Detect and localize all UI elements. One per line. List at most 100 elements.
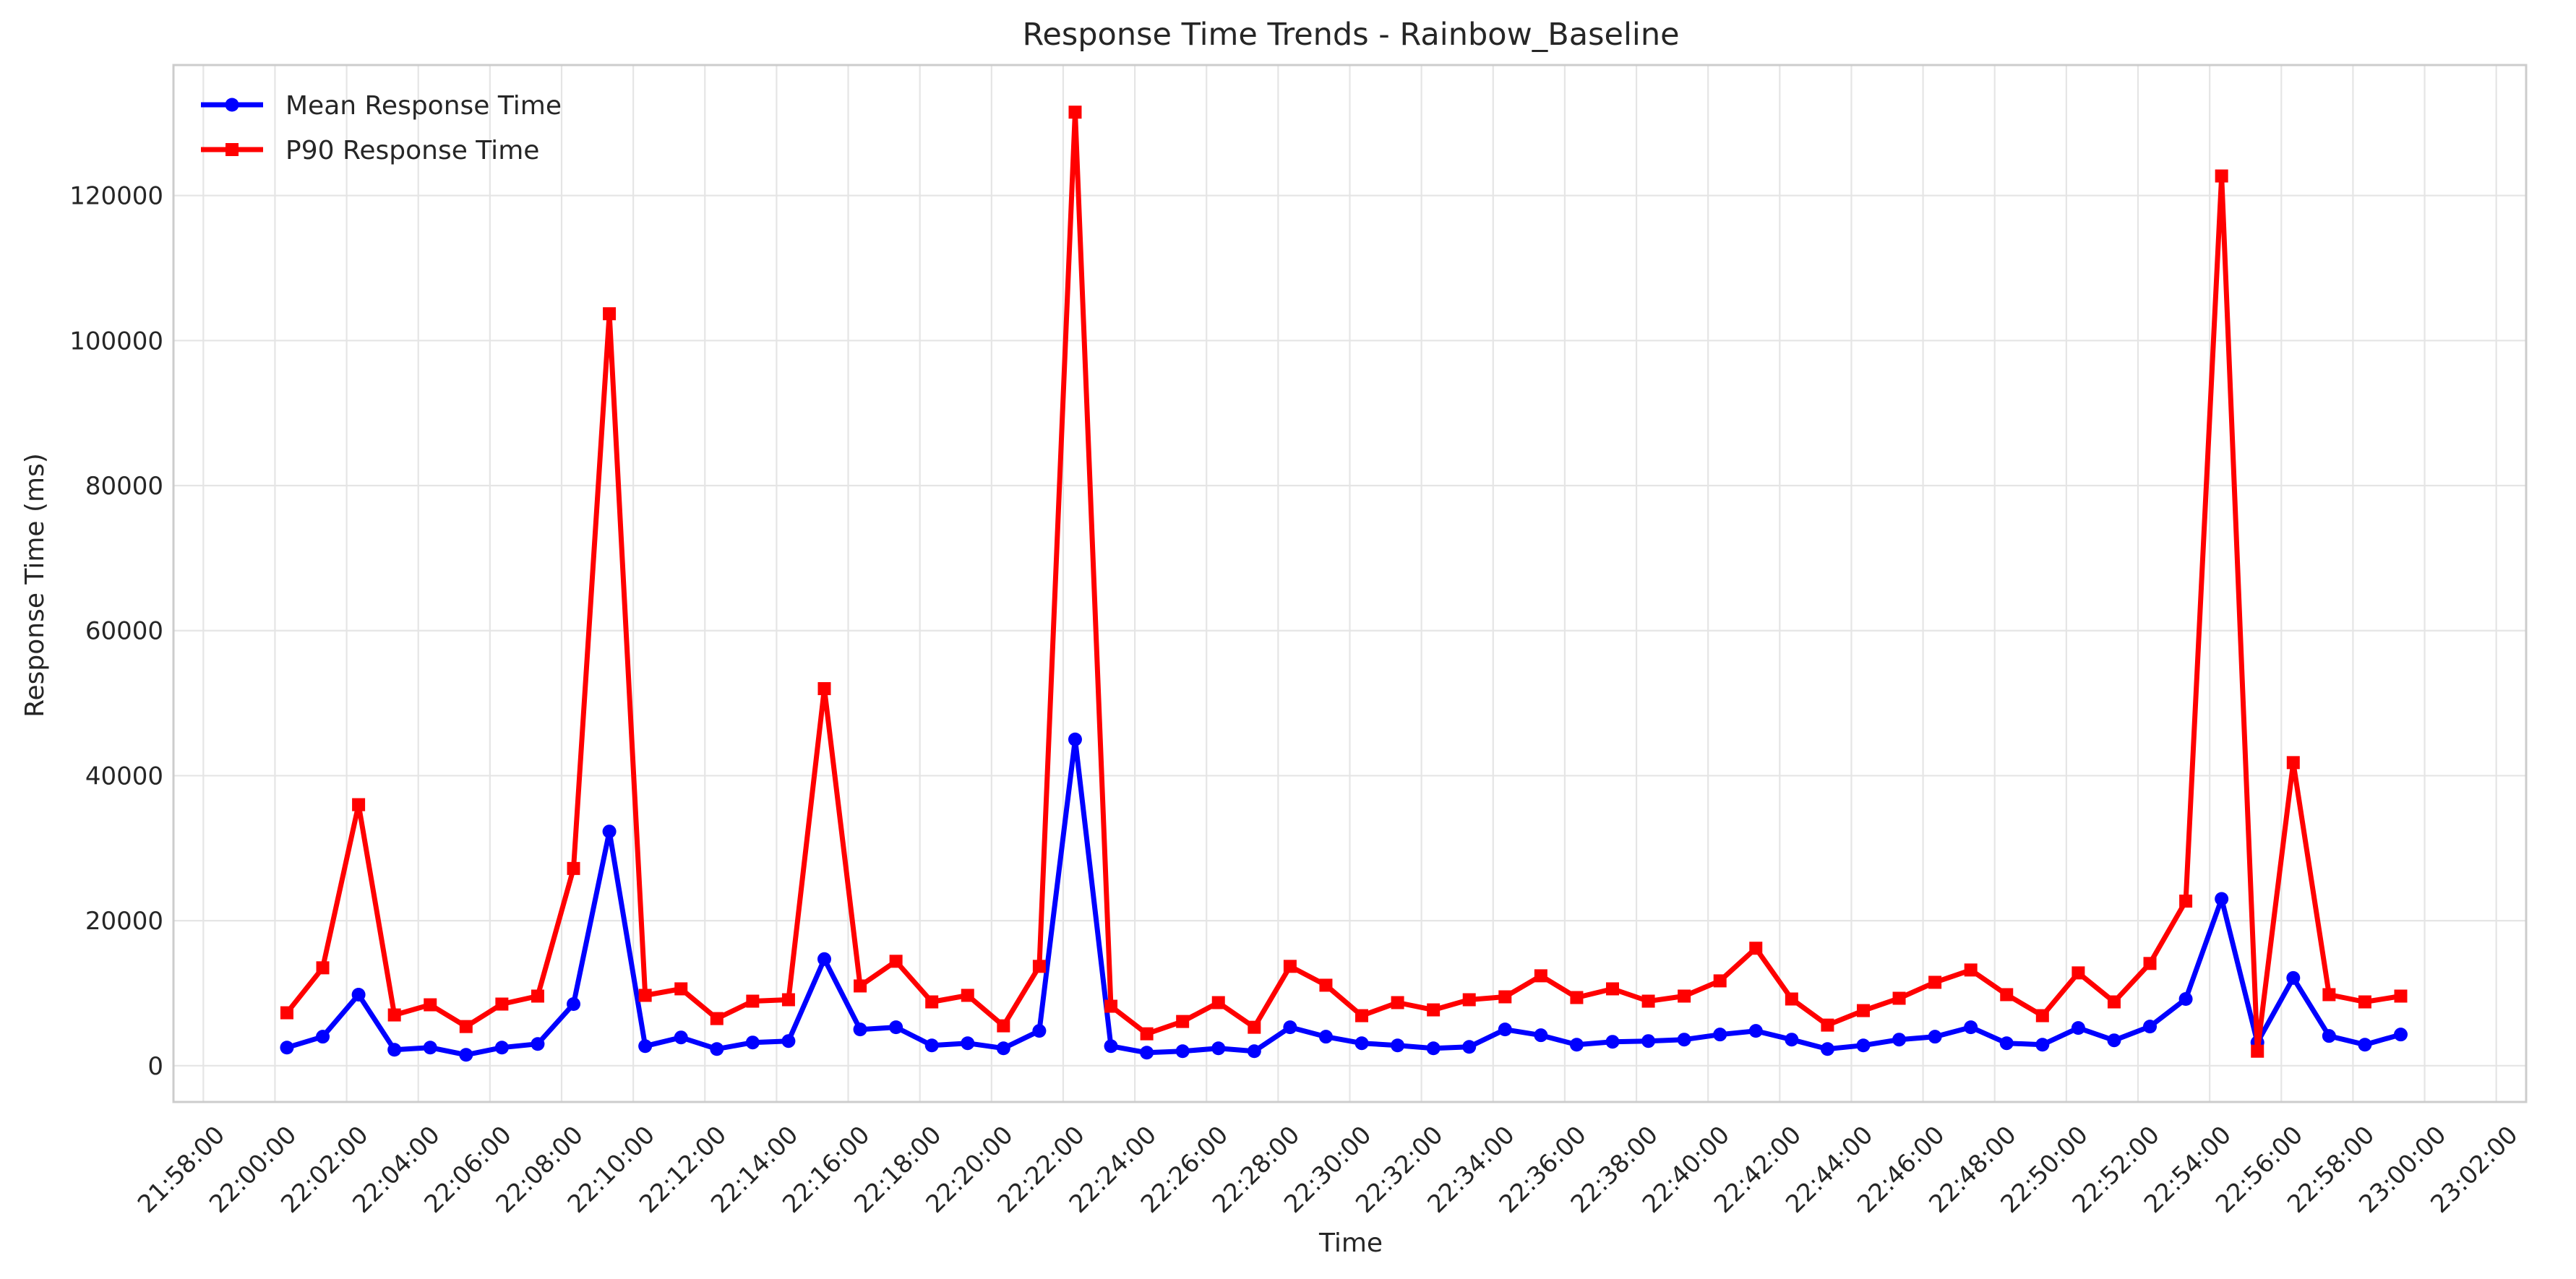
data-point-circle <box>2107 1033 2121 1048</box>
data-point-circle <box>1569 1038 1584 1052</box>
data-point-circle <box>1211 1041 1226 1056</box>
data-point-square <box>1355 1009 1369 1022</box>
data-point-circle <box>853 1022 867 1037</box>
grid-lines <box>173 65 2526 1102</box>
legend-marker-circle <box>225 98 239 112</box>
data-point-square <box>1140 1027 1154 1041</box>
data-point-square <box>1319 978 1333 992</box>
data-point-square <box>1211 996 1225 1009</box>
data-point-circle <box>1391 1038 1405 1053</box>
data-point-square <box>746 994 760 1008</box>
data-point-square <box>2035 1009 2049 1022</box>
data-point-circle <box>531 1037 545 1051</box>
data-point-square <box>1641 994 1655 1008</box>
y-tick-label: 80000 <box>85 472 163 501</box>
data-point-circle <box>710 1042 724 1056</box>
data-point-circle <box>1068 732 1082 746</box>
legend-marker-square <box>226 143 239 156</box>
data-point-circle <box>2215 892 2229 906</box>
y-tick-label: 20000 <box>85 907 163 936</box>
data-point-square <box>2322 988 2336 1002</box>
data-point-square <box>1713 974 1727 988</box>
data-point-circle <box>280 1041 294 1055</box>
data-point-square <box>961 989 974 1002</box>
data-point-circle <box>351 987 366 1002</box>
data-point-circle <box>1928 1030 1942 1044</box>
data-point-square <box>2107 995 2121 1009</box>
data-point-square <box>495 997 509 1011</box>
data-point-circle <box>745 1035 760 1050</box>
data-point-square <box>352 798 366 811</box>
data-point-circle <box>961 1036 975 1051</box>
data-point-square <box>603 307 617 321</box>
data-point-circle <box>1283 1020 1297 1035</box>
data-point-circle <box>1713 1028 1727 1042</box>
data-point-square <box>674 982 688 996</box>
data-point-circle <box>1785 1033 1799 1047</box>
data-point-square <box>459 1020 473 1033</box>
data-point-circle <box>1677 1033 1691 1047</box>
data-point-circle <box>423 1041 437 1055</box>
data-point-square <box>1892 991 1906 1005</box>
data-point-circle <box>674 1030 688 1045</box>
data-point-circle <box>1175 1044 1190 1059</box>
data-point-circle <box>1498 1022 1512 1037</box>
data-point-circle <box>781 1034 796 1048</box>
data-point-square <box>817 682 831 696</box>
data-point-circle <box>1964 1020 1978 1035</box>
data-point-square <box>1606 982 1620 996</box>
data-point-square <box>1104 999 1118 1013</box>
data-point-circle <box>2322 1029 2336 1043</box>
data-point-square <box>1534 969 1547 983</box>
data-point-circle <box>1605 1035 1620 1049</box>
data-point-circle <box>567 997 581 1012</box>
data-point-square <box>2251 1044 2264 1058</box>
y-tick-label: 100000 <box>69 327 163 356</box>
data-point-square <box>2071 966 2085 980</box>
data-point-circle <box>1820 1042 1834 1056</box>
y-tick-label: 0 <box>147 1052 163 1081</box>
data-point-circle <box>1892 1033 1907 1047</box>
data-point-circle <box>316 1030 330 1044</box>
data-point-circle <box>1426 1041 1441 1056</box>
data-point-circle <box>1856 1038 1871 1053</box>
plot-frame <box>172 64 2528 1103</box>
data-point-circle <box>1032 1024 1047 1038</box>
data-point-square <box>1248 1020 1261 1034</box>
data-point-circle <box>924 1038 939 1053</box>
data-point-circle <box>494 1041 509 1055</box>
data-point-square <box>567 861 580 875</box>
data-point-circle <box>817 952 831 966</box>
x-axis-label: Time <box>1318 1228 1383 1258</box>
data-point-circle <box>1318 1030 1333 1044</box>
chart-title: Response Time Trends - Rainbow_Baseline <box>1022 17 1679 53</box>
data-point-circle <box>602 824 617 839</box>
data-point-square <box>1928 976 1942 989</box>
data-point-circle <box>1140 1046 1154 1060</box>
data-point-circle <box>889 1020 903 1035</box>
legend-label: P90 Response Time <box>285 136 539 165</box>
data-point-square <box>1462 993 1476 1007</box>
data-point-circle <box>1104 1039 1118 1054</box>
data-point-square <box>424 998 437 1012</box>
data-point-square <box>2286 756 2300 770</box>
legend: Mean Response Time P90 Response Time <box>201 91 562 165</box>
y-tick-label: 60000 <box>85 617 163 646</box>
data-point-square <box>1821 1018 1834 1032</box>
data-point-square <box>1283 960 1297 973</box>
data-point-square <box>2215 169 2228 183</box>
data-point-square <box>1498 990 1512 1004</box>
data-point-square <box>1032 960 1046 973</box>
data-point-circle <box>1748 1024 1763 1038</box>
data-point-square <box>1427 1003 1441 1017</box>
data-point-square <box>889 955 903 968</box>
data-series <box>280 105 2408 1062</box>
data-point-square <box>2394 989 2408 1003</box>
y-axis-label: Response Time (ms) <box>20 453 50 718</box>
data-point-square <box>854 979 867 993</box>
legend-item: Mean Response Time <box>201 91 562 121</box>
data-point-square <box>710 1012 724 1025</box>
data-point-square <box>531 989 544 1003</box>
